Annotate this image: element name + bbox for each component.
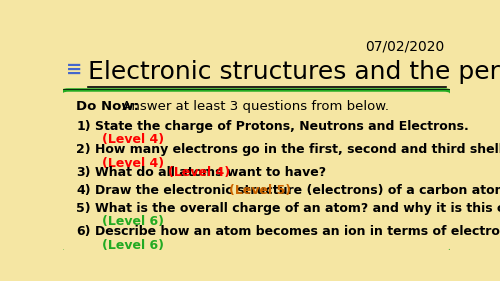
- Text: (Level 6): (Level 6): [102, 216, 164, 228]
- Text: (Level 4): (Level 4): [168, 166, 230, 179]
- Text: Draw the electronic structure (electrons) of a carbon atom: Draw the electronic structure (electrons…: [96, 184, 500, 197]
- Text: ≡: ≡: [66, 60, 83, 79]
- FancyBboxPatch shape: [60, 90, 452, 252]
- Text: State the charge of Protons, Neutrons and Electrons.: State the charge of Protons, Neutrons an…: [96, 120, 469, 133]
- Text: (Level 4): (Level 4): [102, 133, 164, 146]
- Text: Answer at least 3 questions from below.: Answer at least 3 questions from below.: [118, 100, 388, 113]
- Text: 6): 6): [76, 225, 90, 238]
- Text: What do all atoms want to have?: What do all atoms want to have?: [96, 166, 326, 179]
- Text: 4): 4): [76, 184, 90, 197]
- Text: What is the overall charge of an atom? and why it is this charge?: What is the overall charge of an atom? a…: [96, 202, 500, 215]
- Text: Do Now:: Do Now:: [76, 100, 139, 113]
- Text: 3): 3): [76, 166, 90, 179]
- Text: 1): 1): [76, 120, 90, 133]
- Text: (Level 6): (Level 6): [102, 239, 164, 252]
- Text: 07/02/2020: 07/02/2020: [365, 39, 444, 53]
- Text: Describe how an atom becomes an ion in terms of electrons.: Describe how an atom becomes an ion in t…: [96, 225, 500, 238]
- Text: (Level 5): (Level 5): [229, 184, 291, 197]
- Text: How many electrons go in the first, second and third shells?: How many electrons go in the first, seco…: [96, 143, 500, 156]
- Text: 5): 5): [76, 202, 90, 215]
- Text: (Level 4): (Level 4): [102, 157, 164, 170]
- Text: Electronic structures and the periodic table: Electronic structures and the periodic t…: [88, 60, 500, 84]
- Text: 2): 2): [76, 143, 90, 156]
